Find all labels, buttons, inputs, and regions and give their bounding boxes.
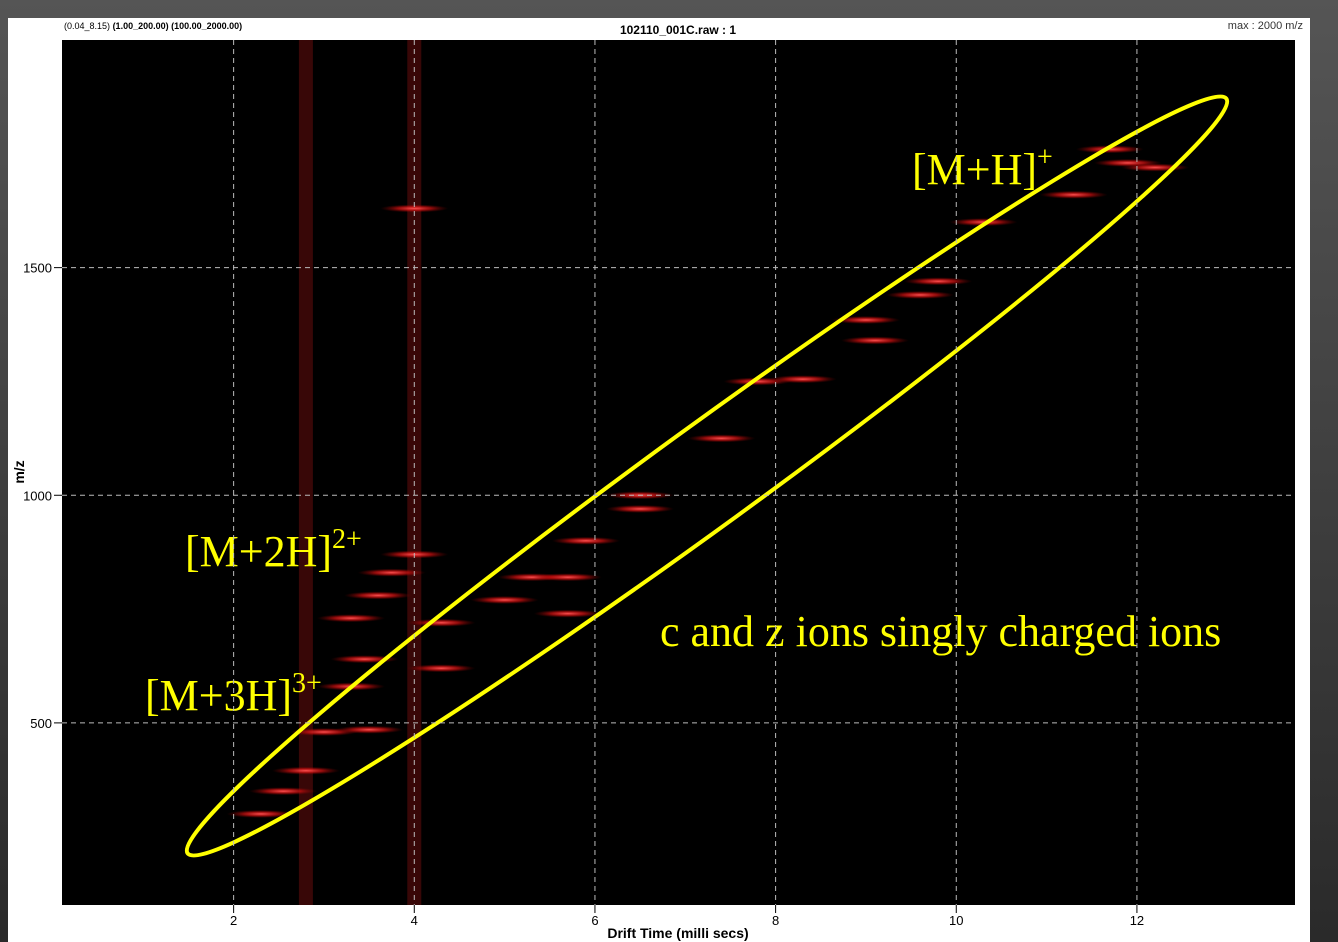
ion-spot <box>904 277 973 286</box>
ion-spot <box>533 573 602 582</box>
y-axis-label: m/z <box>11 460 27 483</box>
ion-spot <box>1039 190 1108 199</box>
annotation: [M+3H]3+ <box>145 668 322 720</box>
range-note: (0.04_8.15) (1.00_200.00) (100.00_2000.0… <box>64 21 242 31</box>
ion-spot <box>380 204 449 213</box>
x-tick-label: 10 <box>949 913 963 928</box>
ion-spot <box>840 336 909 345</box>
range-note-bold: (1.00_200.00) (100.00_2000.00) <box>113 21 243 31</box>
annotation-sup: 2+ <box>332 524 362 555</box>
annotation-sup: 3+ <box>292 668 322 699</box>
plot-area <box>62 40 1295 905</box>
ion-spot <box>606 504 675 513</box>
x-tick-label: 2 <box>230 913 237 928</box>
x-axis-label: Drift Time (milli secs) <box>607 925 748 941</box>
annotation-text: [M+H] <box>912 145 1037 194</box>
ion-spot <box>687 434 756 443</box>
annotation: [M+2H]2+ <box>185 524 362 576</box>
y-tick-label: 500 <box>30 716 52 731</box>
x-tick-label: 12 <box>1130 913 1144 928</box>
ion-spot <box>407 618 476 627</box>
annotation: [M+H]+ <box>912 142 1053 194</box>
ion-spot <box>533 609 602 618</box>
ion-spot <box>470 595 539 604</box>
drift-band <box>298 40 313 905</box>
ion-spot <box>831 315 900 324</box>
max-note: max : 2000 m/z <box>1228 20 1303 32</box>
ion-spot <box>407 664 476 673</box>
ion-spot <box>768 375 837 384</box>
layer <box>226 40 1189 905</box>
ion-spot <box>949 218 1018 227</box>
ion-spot <box>551 536 620 545</box>
ion-spot <box>226 809 295 818</box>
annotation-text: [M+3H] <box>145 671 292 720</box>
x-tick-label: 8 <box>772 913 779 928</box>
annotation-sup: + <box>1037 142 1053 173</box>
x-tick-label: 4 <box>411 913 418 928</box>
range-note: (0.04_8.15) <box>64 21 110 31</box>
ion-spot <box>271 766 340 775</box>
chart-title: 102110_001C.raw : 1 <box>620 23 736 37</box>
ion-spot <box>249 787 318 796</box>
highlight-ellipse <box>184 94 1230 858</box>
y-tick-label: 1500 <box>23 261 52 276</box>
ion-spot <box>886 290 955 299</box>
annotation: c and z ions singly charged ions <box>660 607 1221 656</box>
y-tick-label: 1000 <box>23 488 52 503</box>
ion-spot <box>357 568 426 577</box>
ion-spot <box>335 725 404 734</box>
x-tick-label: 6 <box>591 913 598 928</box>
ion-spot <box>317 614 386 623</box>
ion-spot <box>344 591 413 600</box>
annotation-text: [M+2H] <box>185 527 332 576</box>
